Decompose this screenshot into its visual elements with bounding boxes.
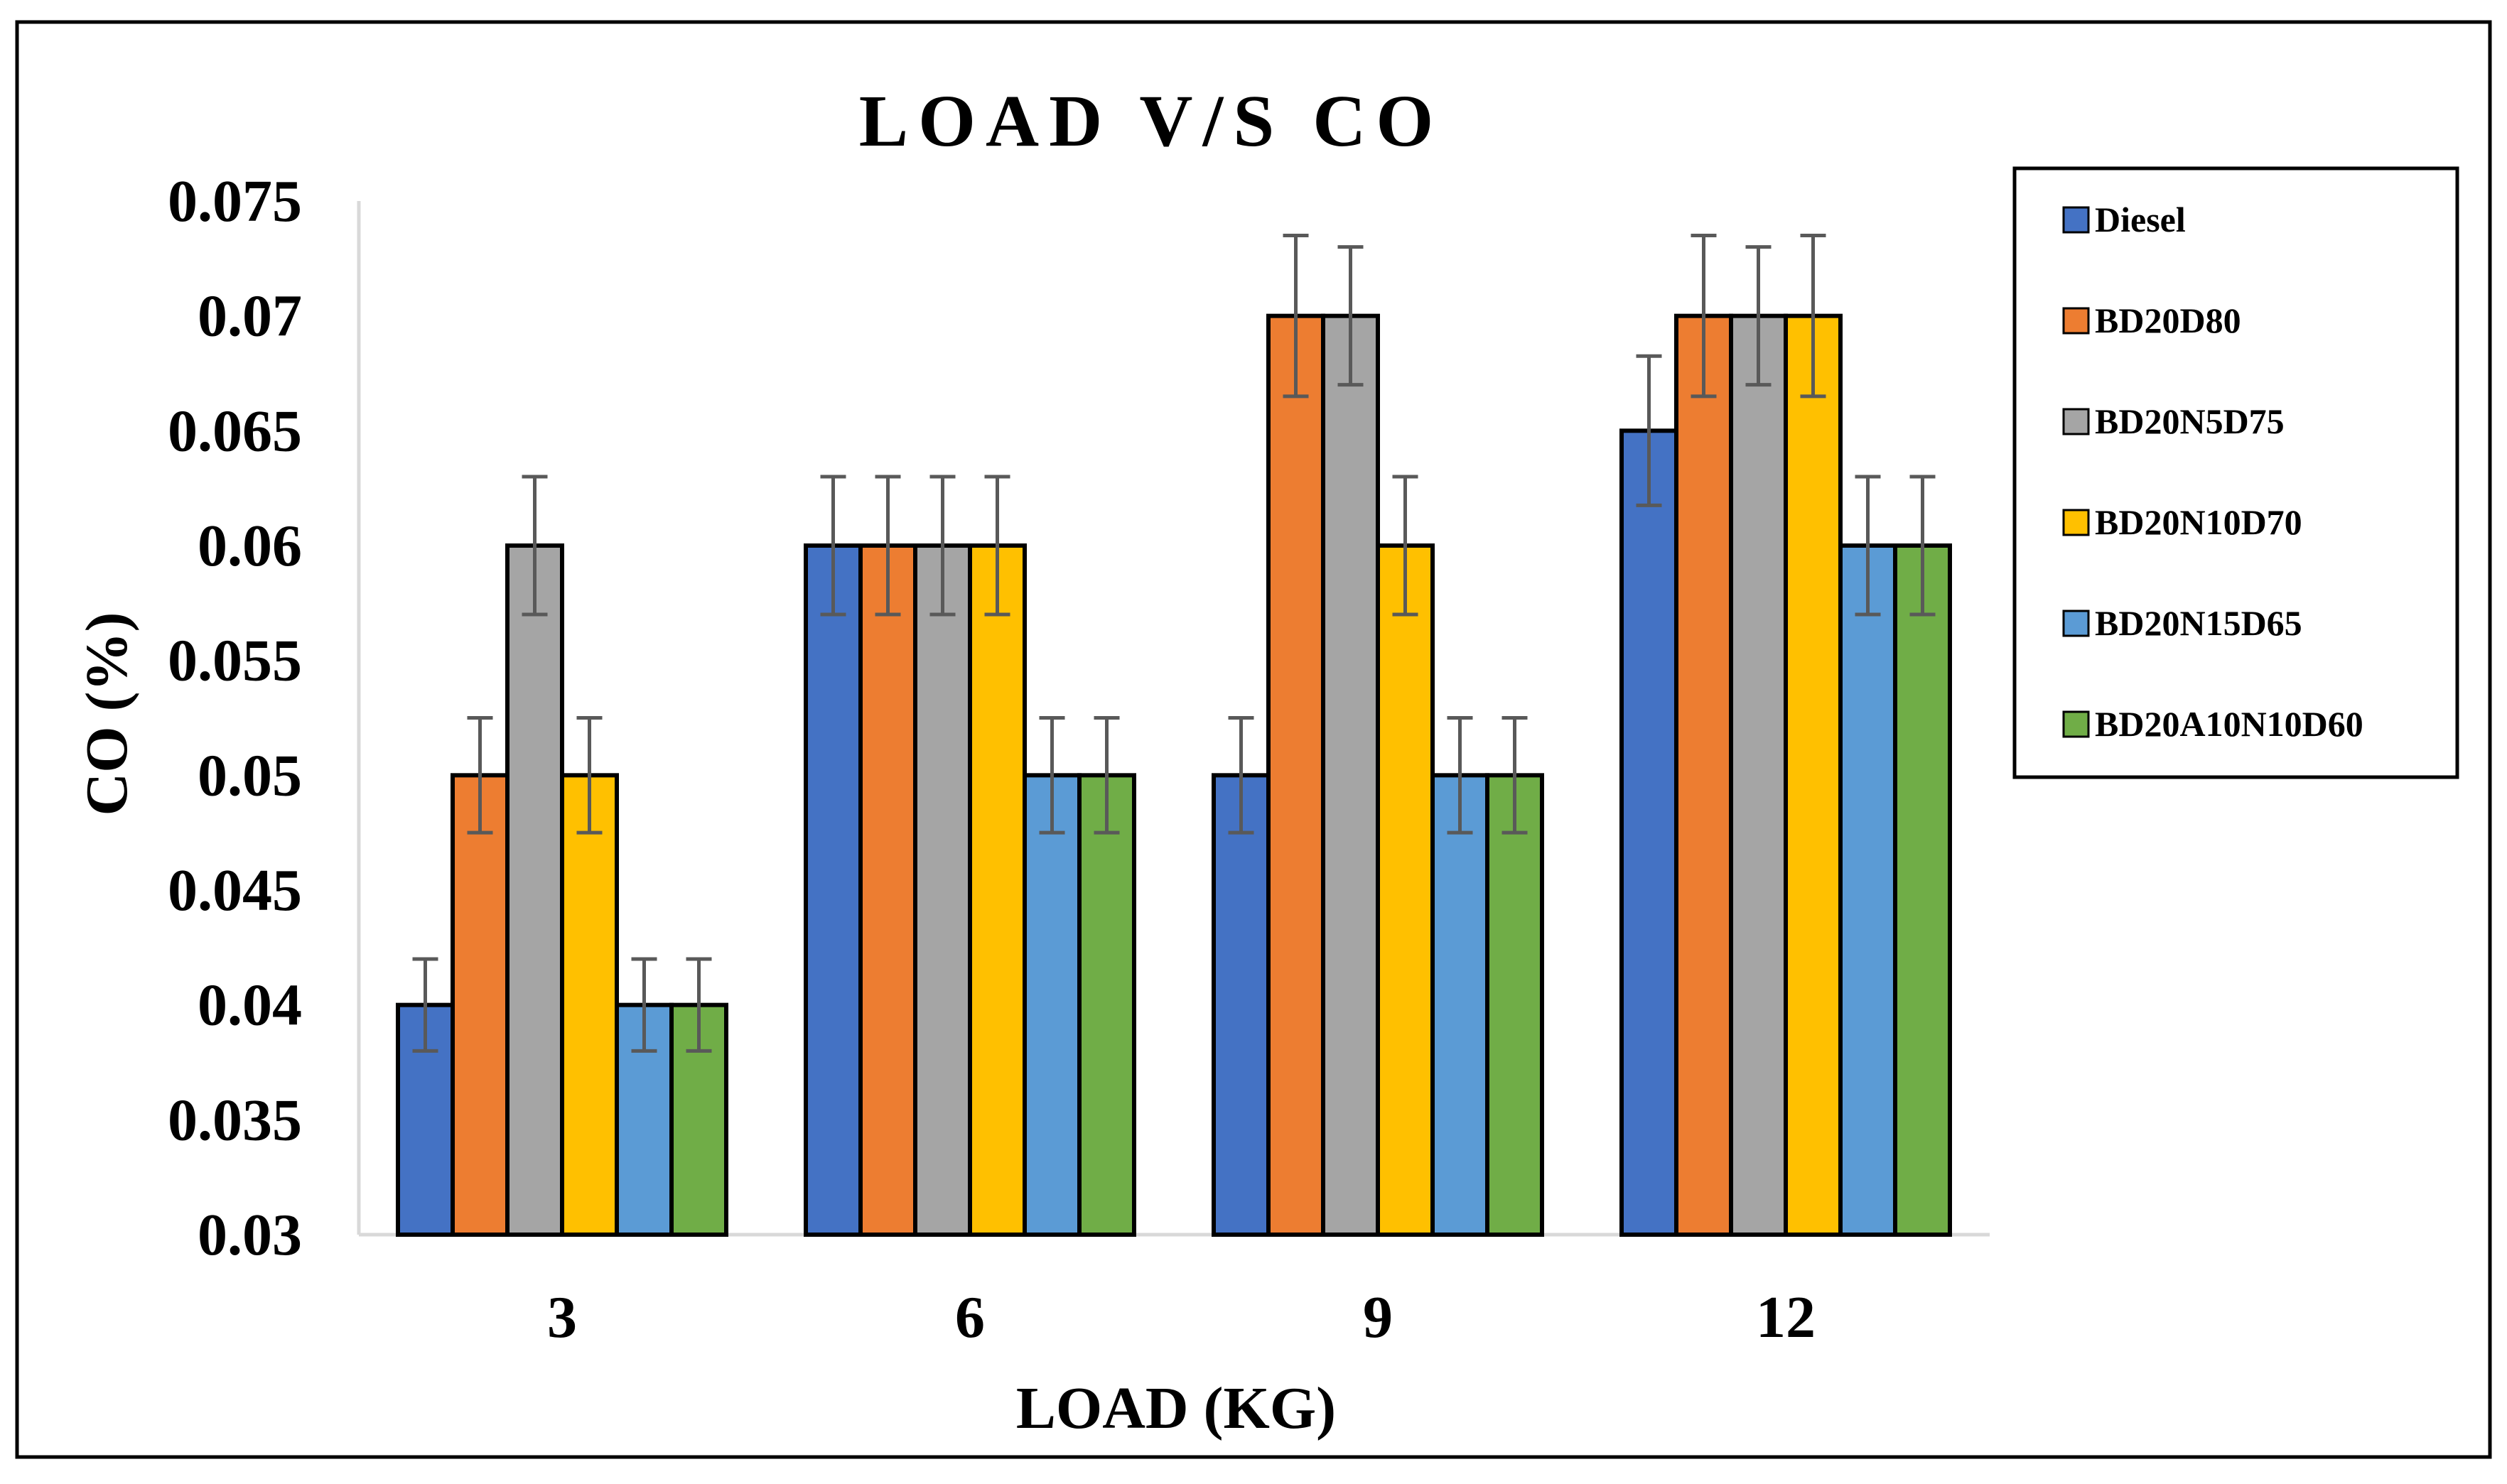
y-tick-label: 0.07 [198, 283, 302, 350]
bar [1893, 543, 1952, 1237]
legend-label: BD20N10D70 [2095, 502, 2302, 542]
legend-swatch [2062, 408, 2090, 435]
bar [451, 773, 510, 1237]
legend-label: BD20N15D65 [2095, 603, 2302, 643]
y-tick-label: 0.03 [198, 1202, 302, 1268]
bar [1321, 313, 1380, 1237]
chart-title: LOAD V/S CO [859, 80, 1443, 162]
bar [968, 543, 1027, 1237]
legend-box [2012, 166, 2459, 779]
bar [1485, 773, 1544, 1237]
axes: 0.03 0.035 0.04 0.045 0.05 0.055 0.06 0.065 0.07… [168, 168, 1990, 1350]
bar [1077, 773, 1136, 1237]
legend-swatch [2062, 206, 2090, 234]
bar [1729, 313, 1788, 1237]
x-tick-label: 9 [1363, 1284, 1393, 1350]
legend: Diesel BD20D80 BD20N5D75 BD20N10D70 BD20N15D… [2012, 166, 2459, 779]
bars-group [396, 313, 1952, 1237]
bar [1674, 313, 1733, 1237]
bar [804, 543, 863, 1237]
x-tick-label: 12 [1756, 1284, 1816, 1350]
y-tick-label: 0.055 [168, 628, 302, 694]
bar [858, 543, 917, 1237]
legend-swatch [2062, 509, 2090, 536]
bar [505, 543, 564, 1237]
y-tick-label: 0.04 [198, 973, 302, 1039]
bar [560, 773, 619, 1237]
legend-label: BD20D80 [2095, 300, 2241, 340]
bar [1266, 313, 1325, 1237]
legend-label: BD20A10N10D60 [2095, 704, 2363, 744]
x-tick-label: 3 [547, 1284, 577, 1350]
bar [1023, 773, 1082, 1237]
x-axis-label: LOAD (KG) [1016, 1375, 1336, 1441]
y-tick-label: 0.06 [198, 513, 302, 579]
legend-label: Diesel [2095, 200, 2186, 239]
legend-swatch [2062, 307, 2090, 335]
y-tick-label: 0.065 [168, 398, 302, 464]
bar [1212, 773, 1271, 1237]
y-tick-label: 0.075 [168, 168, 302, 234]
bar [1430, 773, 1489, 1237]
bar [1619, 428, 1678, 1237]
bar [1784, 313, 1843, 1237]
legend-swatch [2062, 610, 2090, 637]
legend-swatch [2062, 710, 2090, 738]
legend-label: BD20N5D75 [2095, 401, 2285, 441]
bar [1838, 543, 1897, 1237]
y-tick-label: 0.05 [198, 742, 302, 808]
y-axis-label: CO (%) [74, 612, 140, 816]
bar [913, 543, 972, 1237]
y-tick-label: 0.045 [168, 857, 302, 924]
y-tick-label: 0.035 [168, 1087, 302, 1153]
bar [1376, 543, 1435, 1237]
x-tick-label: 6 [955, 1284, 985, 1350]
error-bars-group [412, 234, 1936, 1053]
